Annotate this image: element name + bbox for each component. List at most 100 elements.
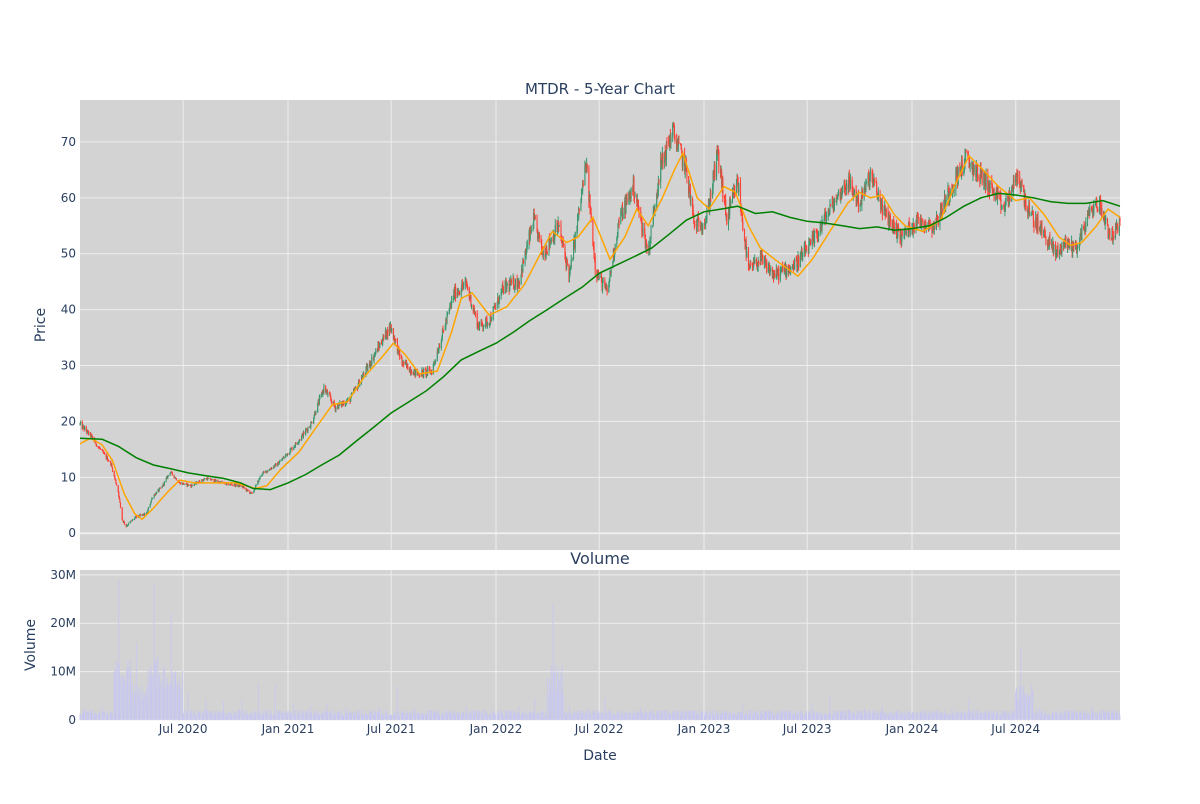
volume-bar — [784, 713, 786, 720]
price-candle-body — [277, 462, 279, 465]
price-candle-body — [415, 370, 417, 376]
volume-bar — [461, 712, 463, 720]
price-candle-body — [578, 208, 580, 219]
volume-bar — [109, 710, 111, 720]
date-axis-label: Date — [583, 748, 616, 764]
volume-bar — [339, 710, 341, 720]
volume-bar — [1088, 713, 1090, 720]
volume-bar — [502, 715, 504, 720]
price-candle-body — [828, 211, 830, 213]
volume-bar — [154, 661, 156, 720]
price-candle-body — [839, 191, 841, 199]
price-candle-body — [526, 246, 528, 253]
volume-bar — [872, 712, 874, 720]
volume-bar — [261, 714, 263, 720]
volume-bar — [226, 714, 228, 720]
volume-bar — [1099, 713, 1101, 720]
price-candle-body — [193, 484, 195, 486]
volume-bar — [983, 713, 985, 720]
price-candle-body — [454, 286, 456, 297]
volume-bar — [893, 715, 895, 720]
volume-bar — [1075, 713, 1077, 720]
volume-bar — [1036, 715, 1038, 720]
price-candle-body — [1040, 224, 1042, 227]
volume-bar — [1112, 710, 1113, 720]
price-candle-body — [780, 269, 782, 271]
volume-bar — [868, 714, 870, 720]
price-candle-body — [716, 150, 718, 154]
volume-bar — [605, 712, 607, 720]
volume-bar — [190, 710, 191, 720]
price-candle-body — [932, 226, 934, 233]
price-candle-body — [600, 275, 602, 278]
volume-bar — [610, 715, 612, 720]
price-candle-body — [840, 192, 842, 199]
volume-bar — [951, 707, 953, 720]
price-candle-body — [370, 363, 372, 367]
volume-bar — [273, 715, 275, 720]
price-candle-body — [451, 299, 453, 306]
volume-bar — [569, 713, 571, 720]
volume-bar — [656, 711, 658, 720]
price-candle-body — [1060, 244, 1062, 249]
price-candle-body — [261, 474, 263, 477]
price-candle-body — [404, 361, 406, 365]
volume-bar — [1084, 711, 1086, 720]
volume-bar — [278, 710, 280, 720]
price-candle-body — [869, 174, 871, 187]
volume-bar — [386, 710, 387, 720]
volume-bar — [976, 715, 978, 720]
volume-bar — [876, 713, 878, 720]
price-candle-body — [241, 485, 244, 488]
volume-bar — [706, 710, 708, 720]
price-candle-body — [326, 390, 328, 392]
volume-axis-label: Volume — [23, 619, 39, 671]
volume-bar — [852, 714, 854, 720]
volume-bar — [977, 710, 978, 720]
volume-bar — [735, 714, 737, 720]
volume-bar — [285, 710, 287, 720]
volume-bar — [537, 715, 539, 720]
volume-bar — [837, 711, 839, 720]
price-candle-body — [273, 466, 275, 469]
price-candle-body — [182, 482, 184, 485]
price-candle-body — [187, 484, 189, 486]
volume-bar — [649, 710, 651, 720]
price-candle-body — [526, 243, 528, 247]
price-candle-body — [229, 483, 232, 485]
volume-bar — [361, 715, 363, 720]
volume-bar — [237, 710, 239, 720]
volume-bar — [576, 714, 578, 720]
volume-bar — [1092, 711, 1094, 720]
price-candle-body — [361, 377, 363, 380]
volume-bar — [374, 711, 376, 720]
price-candle-body — [402, 361, 404, 365]
price-candle-body — [91, 435, 93, 437]
price-candle-body — [1092, 210, 1094, 213]
volume-bar — [626, 712, 628, 720]
volume-bar — [553, 688, 555, 720]
volume-bar — [991, 712, 993, 720]
price-candle-body — [513, 278, 515, 289]
volume-bar — [689, 715, 691, 720]
volume-bar — [821, 713, 823, 720]
volume-bar — [818, 713, 819, 720]
volume-bar — [150, 677, 152, 720]
volume-bar — [753, 710, 755, 720]
volume-bar — [919, 711, 921, 720]
price-candle-body — [275, 463, 277, 467]
price-candle-body — [294, 446, 296, 448]
price-candle-body — [875, 180, 877, 184]
volume-bar — [805, 710, 807, 720]
price-candle-body — [349, 397, 351, 402]
price-candle-body — [529, 232, 531, 240]
volume-bar — [928, 713, 929, 720]
price-candle-body — [333, 401, 335, 406]
volume-bar — [175, 685, 177, 720]
price-candle-body — [1036, 226, 1038, 231]
volume-tick-label: 0 — [68, 713, 76, 727]
price-candle-body — [1117, 226, 1119, 232]
price-candle-body — [725, 214, 727, 216]
